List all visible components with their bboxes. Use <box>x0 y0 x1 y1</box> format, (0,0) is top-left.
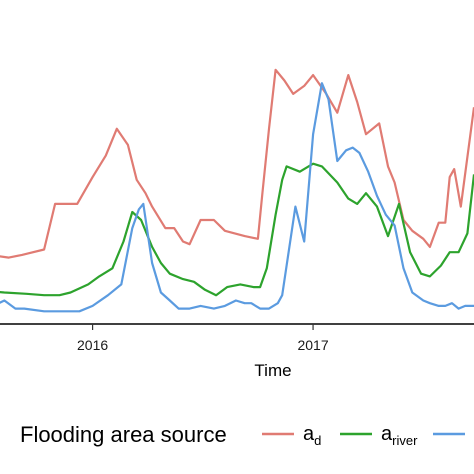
legend-label-a_river: ariver <box>381 423 418 448</box>
series-line-a_river <box>0 162 474 297</box>
legend-label-subscript: d <box>314 433 321 448</box>
legend-label-subscript: river <box>392 433 418 448</box>
legend-label-base: a <box>381 423 393 445</box>
x-tick-label: 2017 <box>297 337 328 353</box>
series-lines <box>0 68 474 313</box>
x-axis-title: Time <box>254 361 291 380</box>
series-line-a_d <box>0 68 474 259</box>
legend-label-a_d: ad <box>303 423 321 448</box>
series-line-a_other <box>0 82 474 313</box>
x-axis-ticks: 2016 2017 <box>77 324 329 353</box>
legend: adarivera <box>262 423 465 448</box>
legend-title: Flooding area source <box>20 422 227 447</box>
x-tick-label: 2016 <box>77 337 108 353</box>
legend-label-base: a <box>303 423 315 445</box>
